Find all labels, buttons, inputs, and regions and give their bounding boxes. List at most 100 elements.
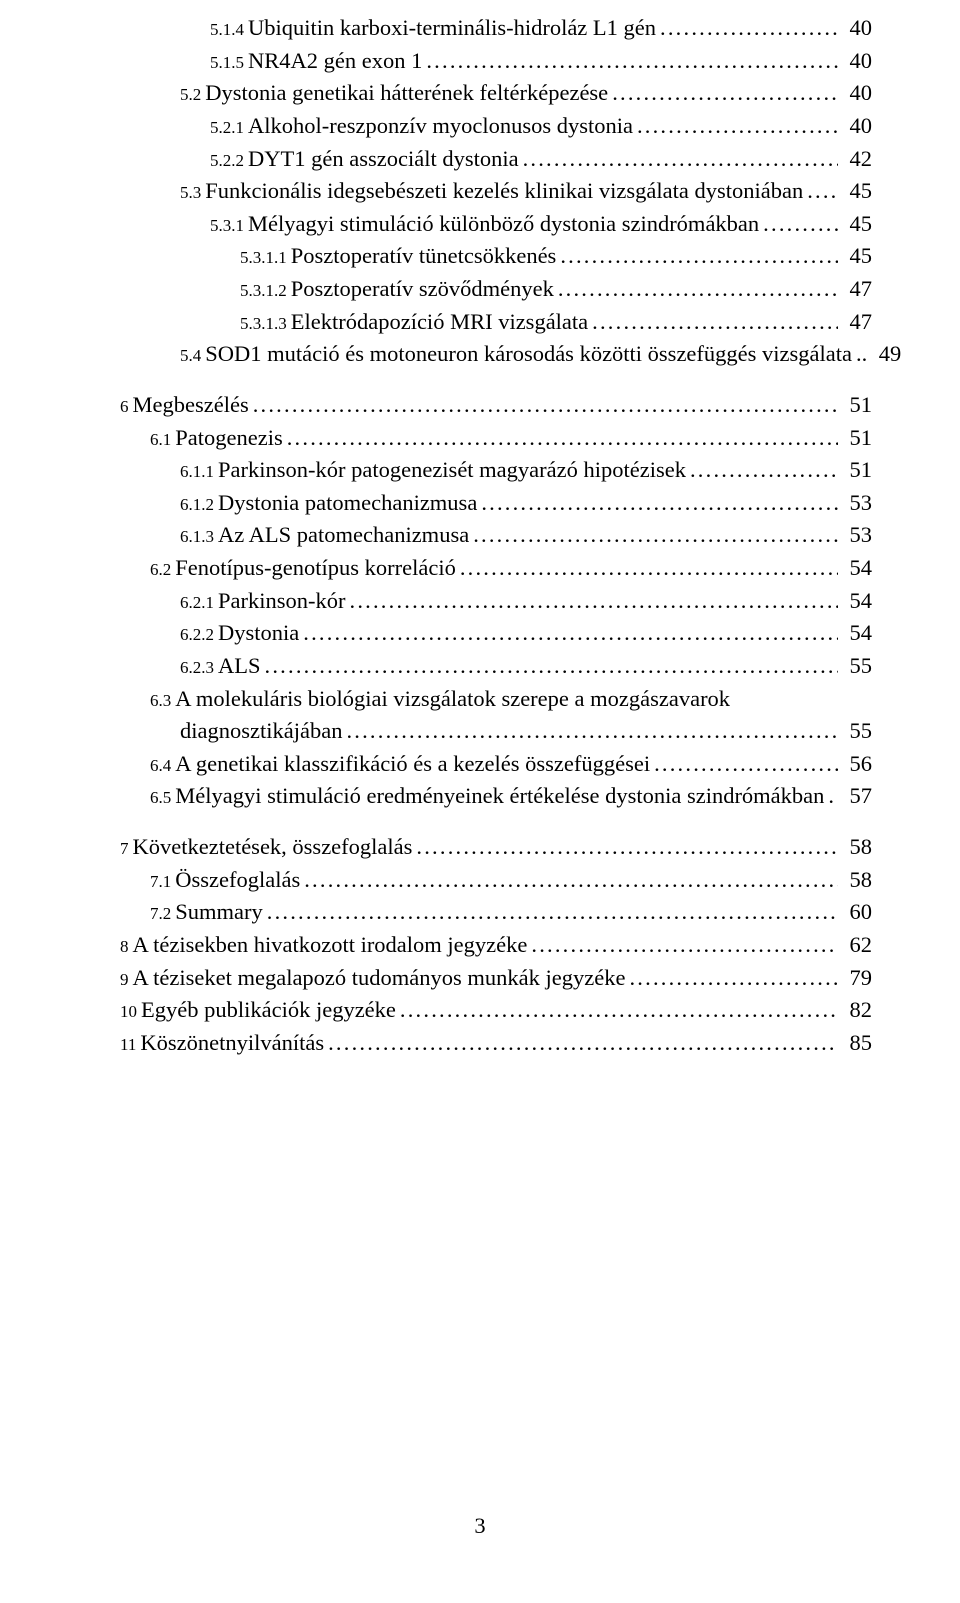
toc-page: 82 [842,994,872,1027]
toc-entry: 5.1.5NR4A2 gén exon 1 40 [120,45,872,78]
toc-title: Patogenezis [175,422,282,455]
toc-entry: 6.5Mélyagyi stimuláció eredményeinek ért… [120,780,872,813]
toc-number: 5.3.1.2 [240,279,287,304]
toc-number: 10 [120,1000,137,1025]
toc-leader [265,650,838,683]
toc-entry: 6.2Fenotípus-genotípus korreláció54 [120,552,872,585]
toc-title: Dystonia patomechanizmusa [218,487,477,520]
toc-entry-continuation: diagnosztikájában 55 [120,715,872,748]
toc-number: 5.2.2 [210,149,244,174]
toc-entry: 5.3Funkcionális idegsebészeti kezelés kl… [120,175,872,208]
toc-entry: 6.2.3ALS 55 [120,650,872,683]
toc-page: 85 [842,1027,872,1060]
toc-page: 56 [842,748,872,781]
toc-page: 55 [842,650,872,683]
toc-number: 6.1.2 [180,493,214,518]
toc-number: 5.2 [180,83,201,108]
toc-leader [690,454,838,487]
toc-entry: 7.1Összefoglalás58 [120,864,872,897]
toc-number: 5.2.1 [210,116,244,141]
toc-number: 6.2.2 [180,623,214,648]
toc-entry: 6.2.1Parkinson-kór54 [120,585,872,618]
toc-page: 51 [842,454,872,487]
toc-number: 7 [120,837,129,862]
toc-title: Mélyagyi stimuláció különböző dystonia s… [248,208,759,241]
toc-number: 6.5 [150,786,171,811]
toc-title: Egyéb publikációk jegyzéke [141,994,396,1027]
toc-number: 5.1.4 [210,18,244,43]
toc-title: Elektródapozíció MRI vizsgálata [291,306,588,339]
toc-page: 40 [842,110,872,143]
toc-page: 40 [842,45,872,78]
toc-leader [637,110,838,143]
toc-title: diagnosztikájában [180,715,342,748]
toc-number: 9 [120,968,129,993]
toc-number: 5.1.5 [210,51,244,76]
toc-page: 40 [842,12,872,45]
toc-entry: 5.4SOD1 mutáció és motoneuron károsodás … [120,338,872,371]
toc-entry: 6.1.1Parkinson-kór patogenezisét magyará… [120,454,872,487]
toc-entry: 10Egyéb publikációk jegyzéke 82 [120,994,872,1027]
toc-leader [481,487,838,520]
toc-title: A molekuláris biológiai vizsgálatok szer… [175,683,730,716]
toc-page: 54 [842,617,872,650]
toc-number: 8 [120,935,129,960]
toc-leader [629,962,838,995]
toc-title: NR4A2 gén exon 1 [248,45,422,78]
toc-leader [654,748,838,781]
toc-title: DYT1 gén asszociált dystonia [248,143,519,176]
toc-number: 5.3.1 [210,214,244,239]
toc-title: Posztoperatív szövődmények [291,273,554,306]
toc-number: 6.2 [150,558,171,583]
toc-leader [473,519,838,552]
toc-leader [531,929,838,962]
toc-number: 5.4 [180,344,201,369]
toc-leader: . [828,780,834,813]
toc-page: 55 [842,715,872,748]
toc-number: 5.3 [180,181,201,206]
toc-entry: 5.3.1Mélyagyi stimuláció különböző dysto… [120,208,872,241]
toc-number: 6.1.1 [180,460,214,485]
toc-leader [558,273,838,306]
toc-entry: 6.3A molekuláris biológiai vizsgálatok s… [120,683,872,716]
toc-entry: 5.2.2DYT1 gén asszociált dystonia42 [120,143,872,176]
toc-number: 6.1.3 [180,525,214,550]
toc-title: Summary [175,896,263,929]
toc-leader [426,45,838,78]
toc-leader [304,864,838,897]
table-of-contents: 5.1.4Ubiquitin karboxi-terminális-hidrol… [120,0,872,1059]
toc-entry: 8A tézisekben hivatkozott irodalom jegyz… [120,929,872,962]
toc-leader [346,715,838,748]
toc-title: A téziseket megalapozó tudományos munkák… [133,962,626,995]
toc-leader [460,552,838,585]
toc-entry: 5.1.4Ubiquitin karboxi-terminális-hidrol… [120,12,872,45]
toc-entry: 7.2Summary60 [120,896,872,929]
toc-title: SOD1 mutáció és motoneuron károsodás köz… [205,338,852,371]
toc-title: Összefoglalás [175,864,300,897]
toc-leader [400,994,838,1027]
toc-page: 49 [871,338,901,371]
toc-entry: 7Következtetések, összefoglalás58 [120,831,872,864]
toc-page: 47 [842,306,872,339]
toc-number: 6.3 [150,689,171,714]
toc-leader [807,175,838,208]
toc-page: 79 [842,962,872,995]
toc-number: 5.3.1.1 [240,246,287,271]
toc-number: 11 [120,1033,136,1058]
toc-leader [612,77,838,110]
toc-entry: 6.2.2Dystonia54 [120,617,872,650]
toc-number: 6.2.3 [180,656,214,681]
toc-title: Megbeszélés [133,389,249,422]
toc-leader [328,1027,838,1060]
toc-page: 40 [842,77,872,110]
toc-title: Fenotípus-genotípus korreláció [175,552,456,585]
toc-leader [350,585,839,618]
toc-leader [416,831,838,864]
toc-leader [660,12,838,45]
toc-title: ALS [218,650,261,683]
toc-page: 58 [842,864,872,897]
toc-title: A tézisekben hivatkozott irodalom jegyzé… [133,929,528,962]
toc-leader [253,389,838,422]
toc-page: 62 [842,929,872,962]
toc-entry: 6.1.2Dystonia patomechanizmusa53 [120,487,872,520]
